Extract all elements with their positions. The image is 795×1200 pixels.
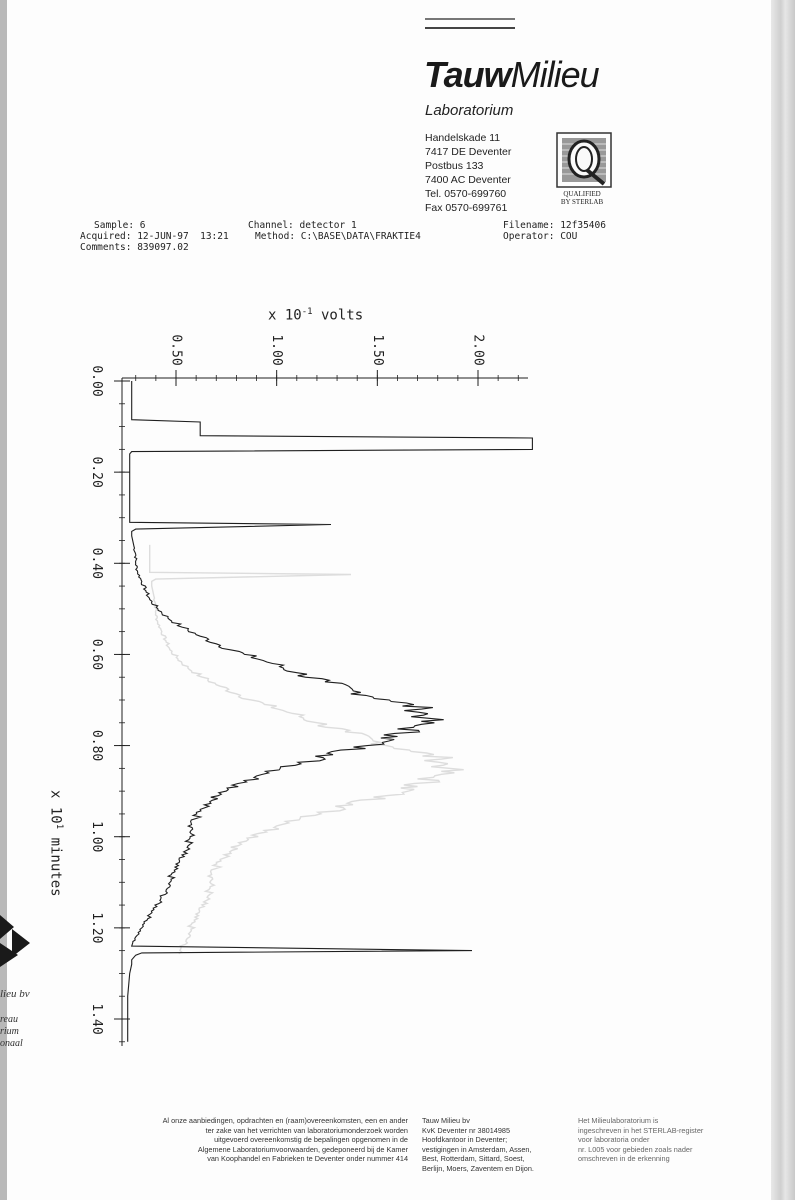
- time-tick-label: 0.40: [89, 548, 104, 579]
- address-line: Tel. 0570-699760: [425, 188, 507, 200]
- address-line: Handelskade 11: [425, 132, 501, 144]
- page-right-edge: [771, 0, 795, 1200]
- side-text-line: reau: [0, 1014, 18, 1025]
- address-line: 7417 DE Deventer: [425, 146, 512, 158]
- time-tick-label: 0.80: [89, 730, 104, 761]
- filename-label: Filename: 12f35406: [503, 220, 606, 231]
- bleed-line: [149, 544, 464, 955]
- time-tick-label: 1.20: [89, 912, 104, 943]
- acquired-label: Acquired: 12-JUN-97 13:21: [80, 231, 229, 242]
- side-text-line: onaal: [0, 1038, 23, 1049]
- time-tick-label: 0.60: [89, 639, 104, 670]
- page-left-edge: [0, 0, 7, 1200]
- top-rule-2: [425, 27, 515, 29]
- address-line: Postbus 133: [425, 160, 484, 172]
- chart-trace: [127, 381, 533, 1042]
- footer-company: Tauw Milieu bv KvK Deventer nr 38014985 …: [422, 1116, 534, 1173]
- sterlab-q-logo: [556, 132, 612, 188]
- volts-tick-label: 1.50: [370, 334, 385, 365]
- time-tick-label: 1.00: [89, 821, 104, 852]
- volts-tick-label: 1.00: [269, 334, 284, 365]
- time-tick-label: 1.40: [89, 1003, 104, 1034]
- company-logo: TauwMilieu: [424, 54, 600, 95]
- comments-label: Comments: 839097.02: [80, 242, 189, 253]
- chromatogram-line: [127, 381, 533, 1042]
- footer-sterlab: Het Milieulaboratorium is ingeschreven i…: [578, 1116, 704, 1164]
- side-text-line: rium: [0, 1026, 19, 1037]
- x-axis-label: x 101 minutes: [47, 790, 64, 897]
- qualified-caption: QUALIFIED BY STERLAB: [560, 190, 604, 206]
- chart-axes: 0.00 0.20 0.40 0.60 0.80 1.00 1.20 1.40 0.50 1.00…: [89, 334, 528, 1046]
- address-line: Fax 0570-699761: [425, 202, 508, 214]
- bleed-through-trace: [149, 544, 464, 955]
- channel-label: Channel: detector 1: [248, 220, 357, 231]
- time-tick-label: 0.20: [89, 456, 104, 487]
- top-rule: [425, 18, 515, 20]
- volts-tick-label: 2.00: [471, 334, 486, 365]
- method-label: Method: C:\BASE\DATA\FRAKTIE4: [255, 231, 421, 242]
- time-tick-label: 0.00: [89, 365, 104, 396]
- y-axis-label: x 10-1 volts: [268, 307, 364, 324]
- address-line: 7400 AC Deventer: [425, 174, 511, 186]
- footer-terms: Al onze aanbiedingen, opdrachten en (raa…: [162, 1116, 408, 1164]
- operator-label: Operator: COU: [503, 231, 578, 242]
- sample-label: Sample: 6: [94, 220, 146, 231]
- address-block: Handelskade 11 7417 DE Deventer Postbus …: [425, 131, 511, 215]
- volts-tick-label: 0.50: [169, 334, 184, 365]
- lab-subtitle: Laboratorium: [425, 102, 514, 119]
- side-text-line: lieu bv: [0, 988, 30, 1000]
- side-logo-mark: [0, 915, 30, 967]
